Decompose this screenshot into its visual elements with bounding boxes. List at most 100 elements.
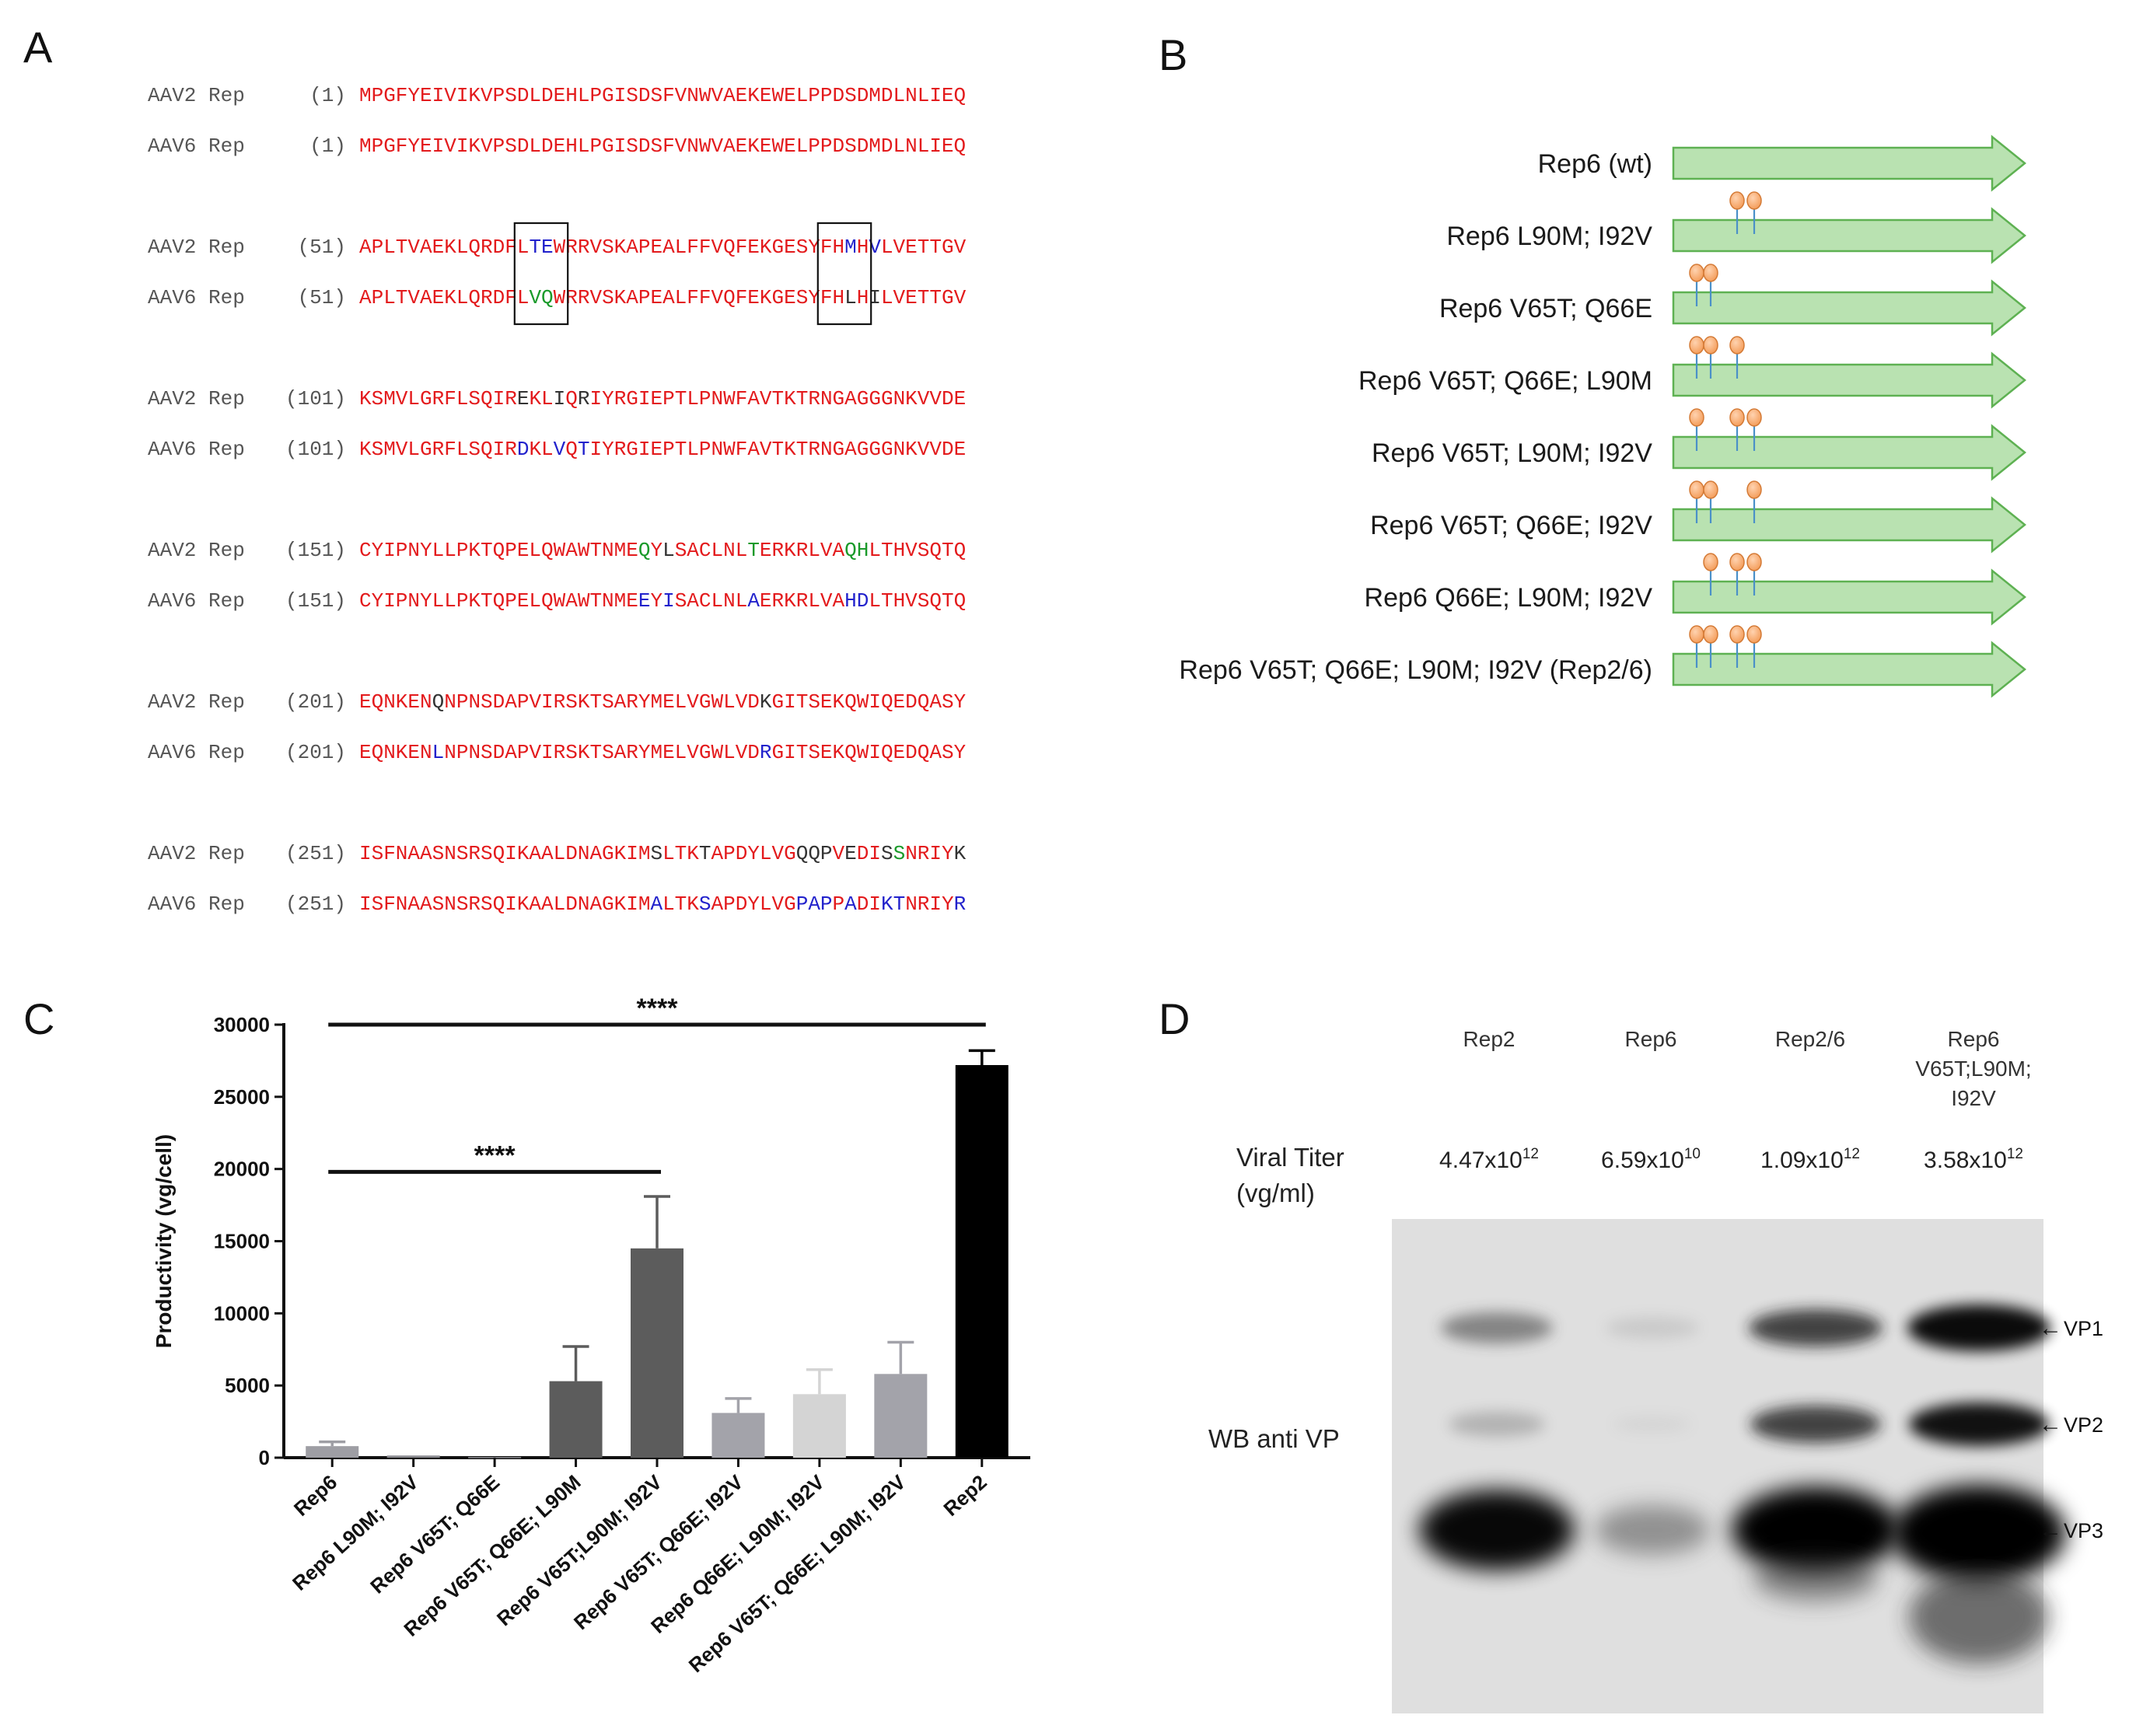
rep6-gene-arrow xyxy=(1672,424,2026,481)
construct-label: Rep6 V65T; Q66E; L90M xyxy=(1358,366,1652,396)
band-name: VP1 xyxy=(2064,1317,2103,1340)
mutation-pin-92 xyxy=(1746,480,1762,523)
titer-values: 4.47x1012 6.59x1010 1.09x1012 3.58x1012 xyxy=(1439,1146,2023,1173)
band-label-vp3: ← VP3 xyxy=(2039,1518,2103,1543)
bar xyxy=(386,1455,440,1458)
sequence-line-aav6: EQNKENLNPNSDAPVIRSKTSARYMELVGWLVDRGITSEK… xyxy=(359,741,967,764)
seq-position: (151) xyxy=(285,539,346,562)
seq-name-aav2: AAV2 Rep xyxy=(148,842,245,865)
highlight-box-65-66 xyxy=(513,222,569,326)
lane-header-rep6-mutant: Rep6 V65T;L90M; I92V xyxy=(1915,1027,2031,1110)
band-label-vp2: ← VP2 xyxy=(2039,1412,2103,1437)
bar xyxy=(306,1446,359,1458)
titer-value: 6.59x1010 xyxy=(1601,1146,1701,1173)
arrow-left-icon: ← xyxy=(2039,1315,2062,1341)
panel-label-c: C xyxy=(23,994,54,1043)
mutation-pin-90 xyxy=(1729,191,1745,234)
mutation-pin-66 xyxy=(1703,336,1718,379)
seq-position: (51) xyxy=(298,236,346,259)
arrow-left-icon: ← xyxy=(2039,1518,2062,1543)
seq-name-aav6: AAV6 Rep xyxy=(148,134,245,158)
seq-position: (201) xyxy=(285,690,346,714)
band-labels: ← VP1← VP2← VP3 xyxy=(2039,1315,2103,1543)
band-name: VP2 xyxy=(2064,1413,2103,1437)
construct-label: Rep6 Q66E; L90M; I92V xyxy=(1365,583,1653,613)
highlight-box-90-92 xyxy=(816,222,872,326)
seq-name-aav2: AAV2 Rep xyxy=(148,539,245,562)
titer-value: 3.58x1012 xyxy=(1924,1146,2023,1173)
seq-name-aav6: AAV6 Rep xyxy=(148,286,245,309)
seq-name-aav6: AAV6 Rep xyxy=(148,892,245,916)
mutation-pin-90 xyxy=(1729,408,1745,451)
mutation-pin-90 xyxy=(1729,336,1745,379)
rep6-gene-arrow xyxy=(1672,496,2026,554)
mutation-pin-66 xyxy=(1703,264,1718,306)
mutation-pin-65 xyxy=(1689,408,1704,451)
error-bar xyxy=(806,1367,833,1395)
construct-label: Rep6 V65T; L90M; I92V xyxy=(1372,438,1652,468)
sequence-line-aav2: KSMVLGRFLSQIREKLIQRIYRGIEPTLPNWFAVTKTRNG… xyxy=(359,387,966,410)
seq-position: (51) xyxy=(298,286,346,309)
seq-position: (1) xyxy=(309,134,346,158)
wb-label: WB anti VP xyxy=(1208,1424,1340,1453)
error-bar xyxy=(319,1440,346,1447)
y-tick-label: 20000 xyxy=(214,1158,270,1181)
svg-text:Rep6: Rep6 xyxy=(1625,1027,1677,1051)
seq-position: (251) xyxy=(285,842,346,865)
sequence-line-aav2: CYIPNYLLPKTQPELQWAWTNMEQYLSACLNLTERKRLVA… xyxy=(359,539,966,562)
seq-name-aav2: AAV2 Rep xyxy=(148,387,245,410)
lane-header-rep6: Rep6 xyxy=(1625,1027,1677,1051)
blot-image xyxy=(1392,1219,2066,1713)
significance-bracket: **** xyxy=(328,1140,661,1174)
bar xyxy=(468,1457,522,1458)
mutation-pin-92 xyxy=(1746,625,1762,668)
y-tick-label: 30000 xyxy=(214,1013,270,1036)
lane-header-rep2-6: Rep2/6 xyxy=(1775,1027,1845,1051)
mutation-pin-66 xyxy=(1703,480,1718,523)
mutation-pin-66 xyxy=(1703,625,1718,668)
arrow-left-icon: ← xyxy=(2039,1412,2062,1437)
rep6-gene-arrow xyxy=(1672,351,2026,409)
y-tick-label: 15000 xyxy=(214,1230,270,1253)
y-tick-label: 10000 xyxy=(214,1301,270,1325)
rep6-gene-arrow xyxy=(1672,207,2026,264)
mutation-pin-66 xyxy=(1703,553,1718,596)
seq-name-aav6: AAV6 Rep xyxy=(148,438,245,461)
error-bar xyxy=(562,1345,589,1381)
x-tick-label: Rep6 V65T;L90M; I92V xyxy=(492,1470,667,1630)
error-bar xyxy=(968,1049,995,1065)
seq-name-aav2: AAV2 Rep xyxy=(148,236,245,259)
x-tick-label: Rep2 xyxy=(939,1470,991,1521)
construct-row: Rep6 V65T; Q66E; I92V xyxy=(1370,480,2026,554)
construct-label: Rep6 V65T; Q66E; L90M; I92V (Rep2/6) xyxy=(1179,655,1652,685)
seq-position: (1) xyxy=(309,84,346,107)
construct-label: Rep6 (wt) xyxy=(1538,149,1652,179)
svg-text:Rep2: Rep2 xyxy=(1463,1027,1515,1051)
construct-label: Rep6 V65T; Q66E xyxy=(1439,294,1652,323)
y-axis-title: Productivity (vg/cell) xyxy=(152,1134,176,1348)
rep6-gene-arrow xyxy=(1672,279,2026,337)
seq-position: (251) xyxy=(285,892,346,916)
bar xyxy=(631,1248,683,1458)
error-bar xyxy=(644,1195,670,1249)
bar xyxy=(955,1064,1009,1458)
productivity-bar-chart: 0 5000 10000 15000 20000 25000 30000 Productivi… xyxy=(152,994,1030,1677)
titer-value: 1.09x1012 xyxy=(1760,1146,1860,1173)
rep6-gene-arrow xyxy=(1672,134,2026,192)
bar xyxy=(792,1394,846,1458)
sequence-line-aav6: KSMVLGRFLSQIRDKLVQTIYRGIEPTLPNWFAVTKTRNG… xyxy=(359,438,966,461)
mutation-pin-92 xyxy=(1746,408,1762,451)
sequence-line-aav6: CYIPNYLLPKTQPELQWAWTNMEEYISACLNLAERKRLVA… xyxy=(359,589,966,613)
construct-row: Rep6 Q66E; L90M; I92V xyxy=(1365,553,2026,626)
construct-row: Rep6 V65T; Q66E; L90M xyxy=(1358,336,2026,409)
mutation-pin-92 xyxy=(1746,553,1762,596)
seq-position: (151) xyxy=(285,589,346,613)
sequence-line-aav2: ISFNAASNSRSQIKAALDNAGKIMSLTKTAPDYLVGQQPV… xyxy=(359,842,967,865)
seq-name-aav6: AAV6 Rep xyxy=(148,589,245,613)
sequence-alignment: AAV2 Rep (1) MPGFYEIVIKVPSDLDEHLPGISDSFVNW… xyxy=(148,84,967,916)
construct-row: Rep6 V65T; Q66E xyxy=(1439,264,2026,337)
svg-text:I92V: I92V xyxy=(1951,1086,1996,1110)
y-tick-label: 5000 xyxy=(225,1374,270,1397)
sequence-line-aav2: APLTVAEKLQRDFLTEWRRVSKAPEALFFVQFEKGESYFH… xyxy=(359,236,967,259)
